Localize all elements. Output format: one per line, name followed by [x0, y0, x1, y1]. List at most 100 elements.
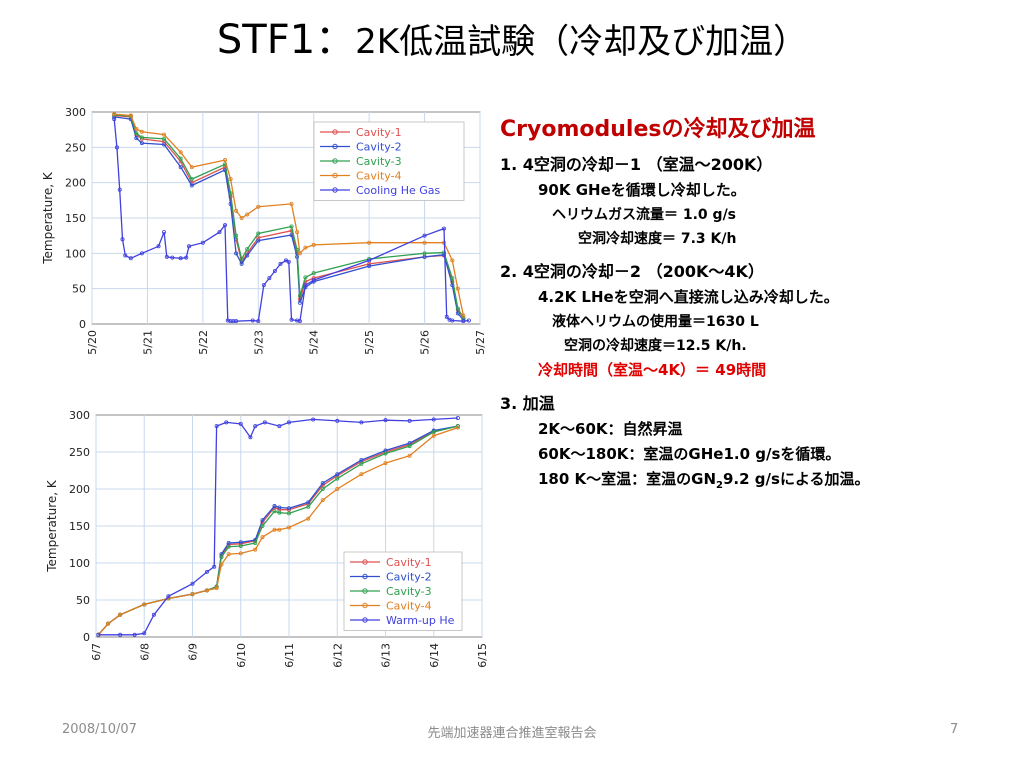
data-point	[278, 261, 283, 266]
x-tick-label: 5/26	[419, 330, 432, 355]
legend-marker	[332, 158, 338, 164]
y-tick-label: 0	[83, 631, 90, 644]
data-point	[277, 510, 282, 515]
data-point	[256, 204, 261, 209]
data-point	[231, 319, 236, 324]
data-point	[178, 256, 183, 261]
data-point	[106, 621, 111, 626]
legend-marker	[362, 602, 368, 609]
item2-line2: 液体ヘリウムの使用量＝1630 L	[552, 314, 759, 330]
data-point	[455, 286, 460, 291]
data-point	[189, 165, 194, 170]
data-point	[253, 547, 258, 552]
data-point	[461, 319, 466, 324]
data-point	[248, 435, 253, 440]
data-point	[303, 283, 308, 288]
title-sub: 2K低温試験（冷却及び加温）	[355, 22, 808, 62]
slide-title: STF1：2K低温試験（冷却及び加温）	[0, 14, 1024, 68]
data-point	[228, 319, 233, 324]
data-point	[297, 319, 302, 324]
series-line	[114, 116, 464, 321]
data-point	[306, 516, 311, 521]
data-point	[239, 216, 244, 221]
data-point	[431, 417, 436, 422]
data-point	[189, 183, 194, 188]
x-tick-label: 6/13	[380, 643, 393, 668]
y-tick-label: 200	[65, 177, 86, 190]
x-tick-label: 5/20	[86, 330, 99, 355]
data-point	[367, 264, 372, 269]
data-point	[139, 141, 144, 146]
data-point	[170, 255, 175, 260]
y-axis-label: Temperature, K	[45, 479, 59, 573]
x-tick-label: 6/10	[235, 643, 248, 668]
x-tick-label: 5/21	[141, 330, 154, 355]
y-tick-label: 50	[76, 594, 90, 607]
data-point	[239, 256, 244, 261]
y-tick-label: 100	[69, 557, 90, 570]
data-point	[223, 158, 228, 163]
legend-marker	[362, 588, 368, 594]
data-point	[311, 242, 316, 247]
legend-label: Cooling He Gas	[356, 184, 441, 197]
data-point	[134, 131, 139, 136]
data-point	[178, 165, 183, 170]
data-point	[250, 318, 255, 323]
data-point	[320, 498, 325, 503]
series-line	[113, 119, 469, 323]
series-line	[97, 426, 459, 636]
data-point	[422, 251, 427, 256]
data-point	[289, 317, 294, 322]
data-point	[239, 261, 244, 266]
y-tick-label: 150	[65, 212, 86, 225]
y-tick-label: 300	[69, 409, 90, 422]
data-point	[383, 451, 388, 456]
data-point	[289, 224, 294, 229]
data-point	[245, 253, 250, 258]
series-line	[114, 113, 465, 316]
data-point	[139, 135, 144, 140]
y-tick-label: 0	[79, 318, 86, 331]
data-point	[228, 191, 233, 196]
data-point	[219, 555, 224, 560]
data-point	[297, 300, 302, 305]
x-tick-label: 6/8	[138, 643, 151, 661]
data-point	[245, 247, 250, 252]
item3-line3-b: 9.2 g/sによる加温。	[723, 470, 870, 488]
data-point	[383, 418, 388, 423]
data-point	[134, 136, 139, 141]
data-point	[256, 319, 261, 324]
item3-line3: 180 K～室温：室温のGN29.2 g/sによる加温。	[500, 467, 1020, 498]
data-point	[156, 244, 161, 249]
data-point	[112, 112, 117, 117]
data-point	[289, 201, 294, 206]
data-point	[311, 271, 316, 276]
data-point	[253, 541, 258, 546]
legend-label: Cavity-1	[386, 556, 432, 569]
data-point	[277, 527, 282, 532]
data-point	[441, 226, 446, 231]
data-point	[311, 278, 316, 283]
data-point	[128, 256, 133, 261]
data-point	[260, 535, 265, 540]
data-point	[335, 476, 340, 481]
cooldown-chart: 5/20 5/21 5/22 5/23 5/24 5/25 5/26 5/27 0 50 100 15…	[38, 100, 490, 372]
data-point	[219, 562, 224, 567]
legend-label: Cavity-2	[386, 571, 432, 584]
data-point	[455, 415, 460, 420]
data-point	[162, 136, 167, 141]
x-tick-label: 6/12	[331, 643, 344, 668]
data-point	[320, 481, 325, 486]
x-tick-label: 5/23	[252, 330, 265, 355]
data-point	[407, 453, 412, 458]
footer-date: 2008/10/07	[62, 722, 137, 737]
data-point	[455, 425, 460, 430]
data-point	[142, 602, 147, 607]
item3-line3-sub: 2	[716, 480, 723, 491]
data-point	[128, 113, 133, 118]
data-point	[178, 150, 183, 155]
data-point	[238, 421, 243, 426]
data-point	[224, 420, 229, 425]
data-point	[297, 293, 302, 298]
item1-line2: ヘリウムガス流量＝ 1.0 g/s	[552, 207, 737, 223]
